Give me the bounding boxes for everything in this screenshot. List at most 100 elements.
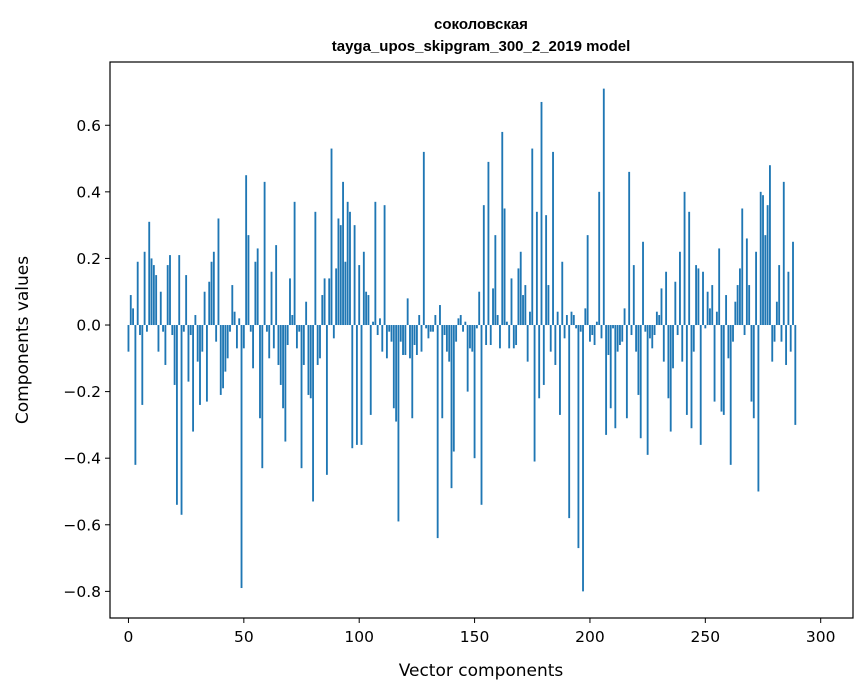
bar-240	[681, 325, 684, 362]
bar-17	[166, 265, 169, 326]
bar-187	[559, 325, 561, 415]
bar-283	[780, 325, 783, 342]
bar-35	[208, 281, 211, 326]
bar-94	[344, 261, 347, 326]
bar-27	[189, 325, 192, 336]
bar-89	[332, 325, 335, 339]
bar-176	[533, 325, 536, 462]
bar-262	[732, 325, 734, 342]
bar-87	[328, 278, 331, 326]
bar-271	[752, 325, 755, 419]
bar-284	[782, 181, 785, 326]
bar-254	[713, 325, 716, 402]
bar-259	[725, 295, 728, 326]
bar-141	[452, 325, 455, 452]
bar-38	[215, 325, 218, 342]
bar-185	[554, 325, 557, 365]
bar-55	[254, 261, 257, 326]
bar-190	[565, 315, 568, 326]
bar-167	[512, 325, 515, 349]
bar-99	[355, 325, 358, 445]
bar-289	[794, 325, 797, 425]
bar-258	[722, 325, 725, 415]
bar-10	[150, 258, 153, 326]
bar-194	[575, 325, 578, 329]
bar-221	[637, 325, 640, 395]
bar-241	[683, 191, 686, 326]
bar-153	[480, 325, 483, 505]
bar-101	[360, 325, 363, 445]
bar-69	[286, 325, 289, 345]
bar-7	[143, 251, 146, 326]
bar-57	[259, 325, 261, 419]
bar-198	[584, 308, 587, 326]
bar-13	[157, 325, 160, 352]
bar-191	[568, 325, 571, 519]
bar-65	[277, 325, 280, 365]
bar-214	[621, 325, 624, 342]
bar-288	[792, 241, 794, 326]
bar-128	[422, 151, 425, 326]
bar-285	[785, 325, 788, 365]
bar-79	[309, 325, 312, 399]
bar-115	[392, 325, 395, 409]
x-tick-label: 50	[234, 628, 254, 646]
bar-series	[127, 88, 797, 592]
bar-147	[466, 325, 469, 392]
bar-208	[607, 325, 610, 355]
bar-282	[778, 265, 781, 326]
chart-title: соколовская	[434, 16, 528, 33]
bar-156	[487, 161, 490, 326]
bar-106	[372, 321, 374, 326]
bar-171	[522, 295, 524, 326]
bar-146	[464, 321, 467, 326]
bar-209	[609, 325, 612, 409]
bar-161	[499, 325, 501, 349]
bar-172	[524, 285, 527, 326]
bar-131	[429, 325, 432, 332]
bar-216	[625, 325, 628, 419]
bar-155	[485, 325, 488, 345]
bar-8	[146, 325, 148, 332]
bar-32	[201, 325, 204, 352]
bar-113	[388, 325, 391, 332]
bar-205	[600, 325, 603, 339]
bar-100	[358, 265, 361, 326]
bar-169	[517, 268, 520, 326]
bar-50	[242, 325, 245, 349]
bar-281	[775, 301, 778, 326]
bar-278	[769, 165, 771, 326]
bar-103	[365, 291, 368, 326]
bar-218	[630, 325, 633, 336]
bar-279	[771, 325, 774, 362]
x-tick-label: 200	[575, 628, 605, 646]
bar-247	[697, 268, 700, 326]
bar-25	[185, 275, 188, 326]
bar-104	[367, 295, 370, 326]
y-tick-label: −0.8	[63, 583, 101, 601]
bar-270	[750, 325, 753, 402]
bar-207	[605, 325, 608, 435]
bar-73	[295, 325, 298, 349]
bar-249	[702, 271, 704, 326]
bar-193	[572, 315, 575, 326]
bar-5	[139, 325, 141, 336]
bar-196	[579, 325, 582, 332]
bar-179	[540, 101, 543, 326]
bar-21	[175, 325, 178, 505]
bar-58	[261, 325, 264, 469]
bar-51	[245, 175, 248, 326]
bar-151	[475, 325, 478, 329]
bar-97	[351, 325, 354, 449]
bar-80	[312, 325, 314, 502]
bar-39	[217, 218, 220, 326]
bar-83	[319, 325, 321, 359]
bar-242	[685, 325, 688, 415]
bar-41	[222, 325, 224, 389]
bar-126	[418, 315, 421, 326]
plot-frame	[109, 61, 854, 619]
bar-228	[653, 325, 656, 336]
bar-12	[155, 275, 158, 326]
bar-195	[577, 325, 580, 549]
bar-264	[736, 285, 739, 326]
